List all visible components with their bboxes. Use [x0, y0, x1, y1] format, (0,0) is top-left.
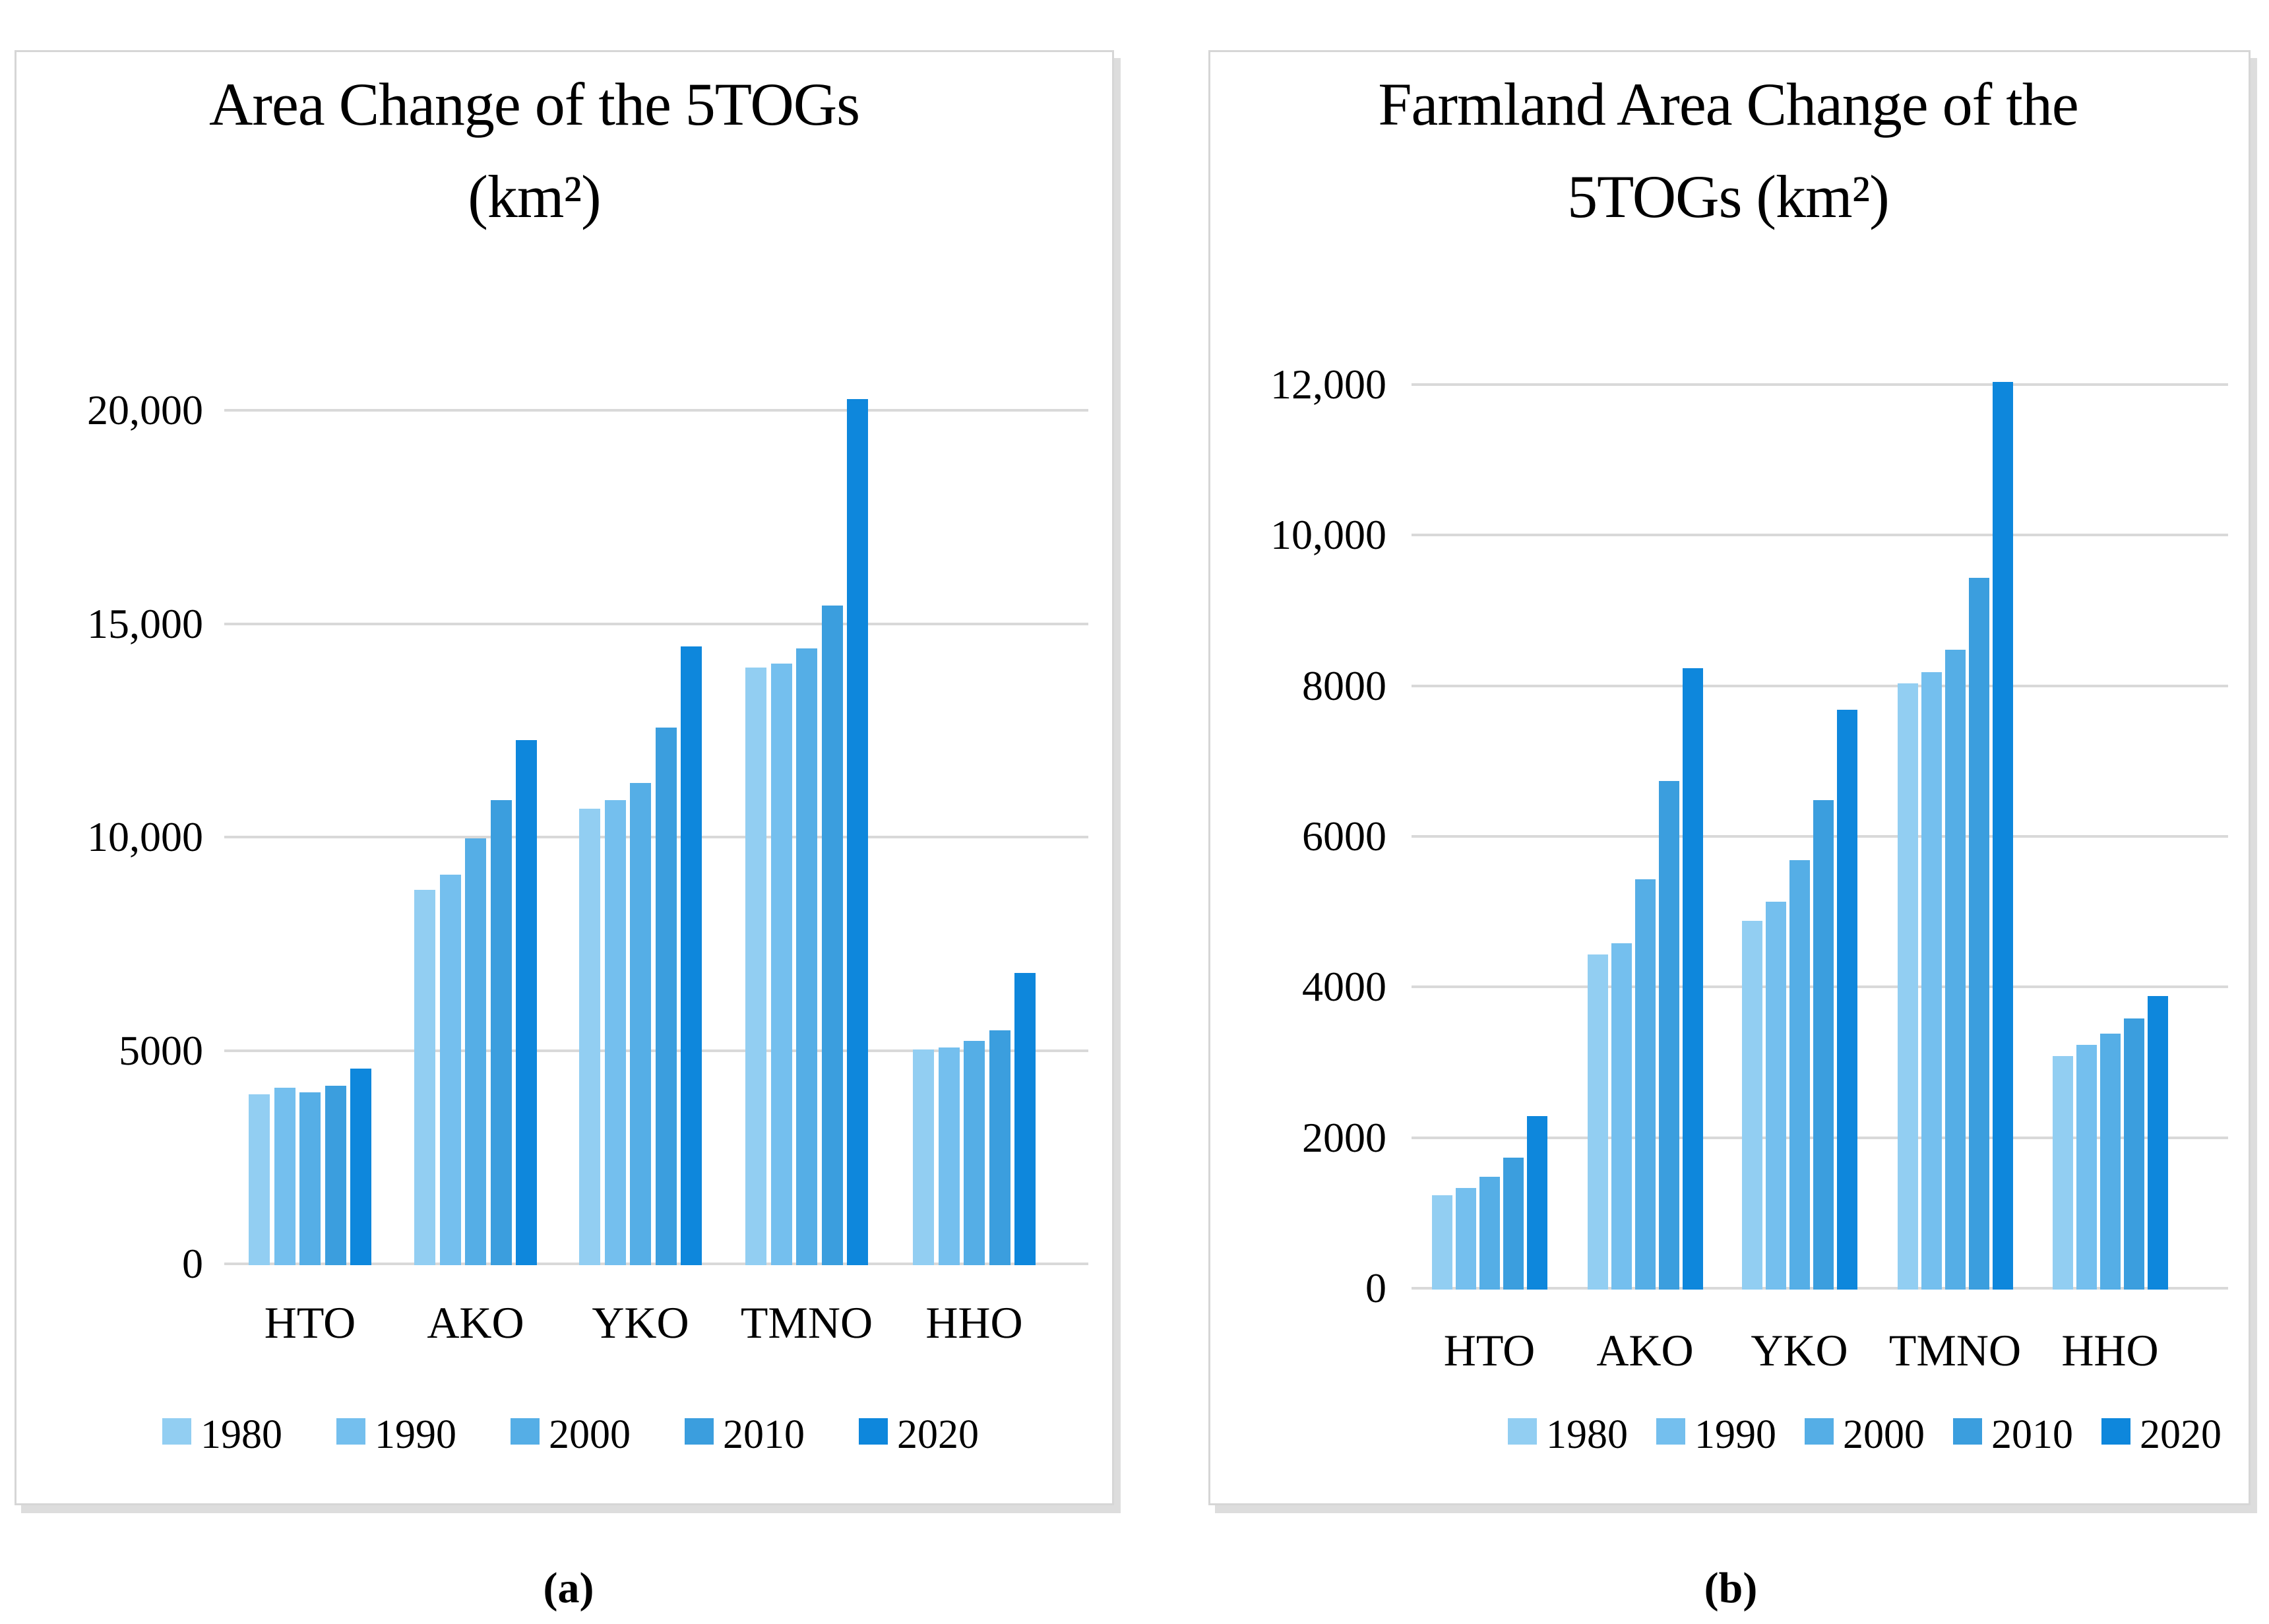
chart-b-title: Farmland Area Change of the 5TOGs (km²) [1293, 58, 2163, 243]
chart-a-title-line1: Area Change of the 5TOGs [208, 71, 860, 138]
chart-a-title: Area Change of the 5TOGs (km²) [79, 58, 989, 243]
chart-b-title-line1: Farmland Area Change of the [1378, 71, 2078, 138]
caption-b: (b) [1704, 1564, 1758, 1612]
caption-a: (a) [543, 1564, 594, 1612]
chart-a-title-line2: (km²) [468, 163, 601, 230]
chart-b-title-line2: 5TOGs (km²) [1567, 163, 1890, 230]
panel-a [15, 50, 1114, 1505]
panel-b [1208, 50, 2251, 1505]
